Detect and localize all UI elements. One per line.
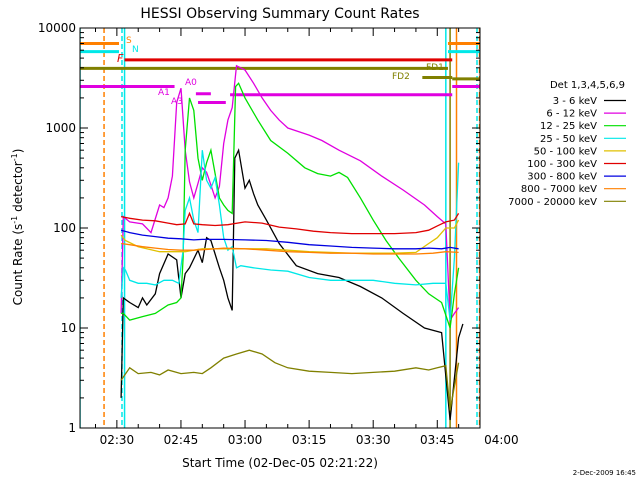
x-tick-label: 02:45 [164, 433, 199, 447]
x-axis-label: Start Time (02-Dec-05 02:21:22) [182, 456, 378, 470]
flag-label: FD1 [426, 63, 444, 73]
legend-entry-label: 100 - 300 keV [527, 159, 597, 170]
y-tick-label: 1 [68, 421, 76, 435]
legend-title: Det 1,3,4,5,6,9 [550, 80, 625, 91]
x-tick-label: 03:45 [420, 433, 455, 447]
y-axis-label: Count Rate (s-1 detector-1) [10, 149, 25, 306]
y-tick-label: 100 [53, 221, 76, 235]
y-tick-label: 1000 [45, 121, 76, 135]
series-line-8 [121, 242, 459, 255]
series-line-4 [120, 150, 460, 321]
flag-label: A3 [171, 97, 183, 107]
y-axis-label-exponent: -1 [10, 216, 19, 224]
y-axis-label-part: detector [11, 161, 25, 216]
legend-entry-label: 50 - 100 keV [534, 146, 598, 157]
series-line-2 [120, 64, 460, 323]
legend-entry-label: 12 - 25 keV [540, 121, 597, 132]
y-tick-label: 10 [61, 321, 76, 335]
y-tick-label: 10000 [38, 21, 76, 35]
legend-entry-label: 800 - 7000 keV [521, 184, 597, 195]
x-tick-label: 03:30 [356, 433, 391, 447]
series-line-3 [121, 82, 460, 329]
flag-label: S [126, 36, 132, 46]
series-line-9 [120, 349, 460, 411]
x-tick-label: 02:30 [100, 433, 135, 447]
flag-label: F [117, 52, 124, 65]
series-line-5 [120, 219, 460, 254]
y-axis-label-exponent: -1 [10, 153, 19, 161]
x-tick-label: 04:00 [484, 433, 519, 447]
axes: 1 10 100 1000 10000 02:30 02:45 03:00 03:15 03:30… [38, 21, 519, 447]
flag-label: A0 [185, 78, 197, 88]
x-tick-label: 03:00 [228, 433, 263, 447]
legend-entry-label: 300 - 800 keV [527, 172, 597, 183]
series-line-7 [120, 229, 459, 250]
flag-label: A1 [158, 88, 170, 98]
plot-clip-group [80, 28, 480, 428]
series-line-1 [120, 148, 464, 421]
series-line-6 [120, 211, 460, 235]
x-tick-label: 03:15 [292, 433, 327, 447]
legend-entry-label: 6 - 12 keV [546, 109, 597, 120]
legend-entry-label: 3 - 6 keV [553, 96, 597, 107]
footer-timestamp: 2-Dec-2009 16:45 [573, 469, 636, 477]
legend-entry-label: 25 - 50 keV [540, 134, 597, 145]
flag-label: FD2 [392, 72, 410, 82]
y-axis-label-part: ) [11, 149, 25, 154]
y-axis-label-part: Count Rate (s [11, 224, 25, 306]
legend-entry-label: 7000 - 20000 keV [508, 197, 597, 208]
chart-title: HESSI Observing Summary Count Rates [140, 6, 419, 22]
flag-label: N [132, 45, 139, 55]
